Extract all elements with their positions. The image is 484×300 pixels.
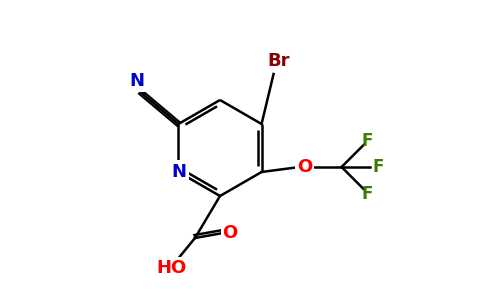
Text: F: F <box>373 158 384 176</box>
Text: F: F <box>362 185 373 203</box>
Text: O: O <box>297 158 312 176</box>
Text: Br: Br <box>267 52 290 70</box>
Text: O: O <box>222 224 238 242</box>
Text: N: N <box>171 163 186 181</box>
Text: N: N <box>129 72 144 90</box>
Text: F: F <box>362 132 373 150</box>
Text: HO: HO <box>157 259 187 277</box>
